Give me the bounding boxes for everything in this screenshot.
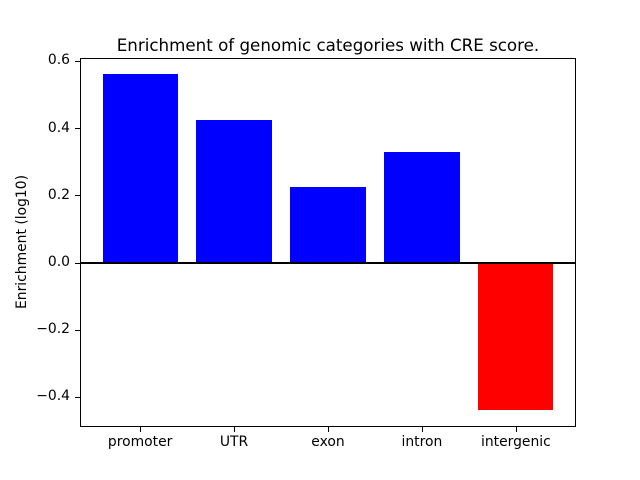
y-tick-0.2 xyxy=(75,195,80,197)
x-tick-intergenic xyxy=(515,427,517,433)
y-tick-−0.4 xyxy=(75,396,80,398)
x-tick-label-promoter: promoter xyxy=(107,434,173,451)
x-tick-label-UTR: UTR xyxy=(219,434,249,451)
bar-intron xyxy=(384,151,460,263)
bar-UTR xyxy=(196,119,272,263)
bar-promoter xyxy=(102,74,178,263)
y-tick-0.4 xyxy=(75,128,80,130)
x-tick-exon xyxy=(328,427,329,433)
y-tick-label-0.0: 0.0 xyxy=(47,254,70,271)
bar-exon xyxy=(290,186,366,263)
y-tick-−0.2 xyxy=(75,329,80,331)
chart-title: Enrichment of genomic categories with CR… xyxy=(116,35,540,55)
y-tick-label-−0.4: −0.4 xyxy=(36,388,70,405)
x-tick-promoter xyxy=(140,427,142,433)
y-tick-0.6 xyxy=(75,60,80,62)
y-tick-0.0 xyxy=(75,262,80,264)
x-tick-intron xyxy=(421,427,423,433)
bar-intergenic xyxy=(478,262,554,411)
y-tick-label-0.4: 0.4 xyxy=(47,119,70,136)
x-tick-label-exon: exon xyxy=(311,434,345,451)
y-tick-label-0.2: 0.2 xyxy=(47,186,70,203)
x-tick-label-intergenic: intergenic xyxy=(480,434,551,451)
y-tick-label-0.6: 0.6 xyxy=(47,52,70,69)
y-tick-label-−0.2: −0.2 xyxy=(36,321,70,338)
zero-line xyxy=(80,261,576,264)
x-tick-UTR xyxy=(234,427,236,433)
x-tick-label-intron: intron xyxy=(401,434,443,451)
